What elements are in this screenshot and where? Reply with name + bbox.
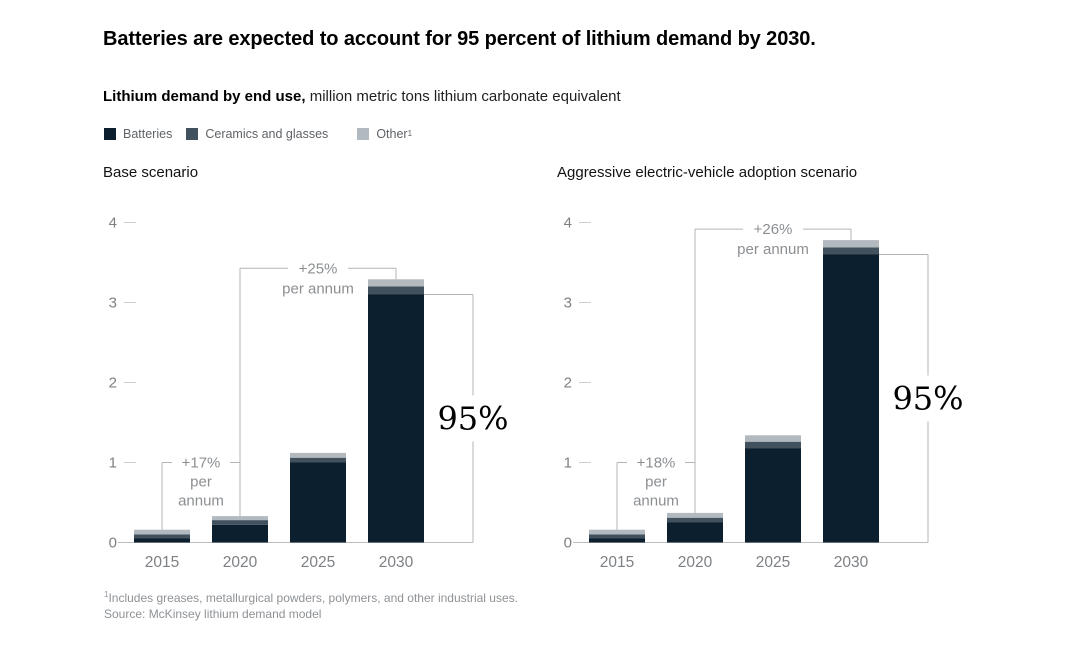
growth-early-rate-label: +17%	[182, 455, 221, 472]
legend-swatch-batteries	[104, 128, 116, 140]
chart-title-base-scenario: Base scenario	[103, 164, 199, 181]
footnote-marker: 1	[104, 590, 109, 599]
legend-label-ceramics: Ceramics and glasses	[205, 127, 329, 141]
bar-segment-2020-batteries	[667, 522, 723, 543]
chart-svg-0: 0 1 2 3 4 2015 2020 2025 2030 +17% per annum +25% per…	[109, 215, 509, 572]
share-percentage-label: 95%	[437, 400, 508, 438]
x-tick-label-2020: 2020	[678, 554, 713, 571]
legend-label-batteries: Batteries	[123, 127, 173, 141]
bar-segment-2025-ceramics-and-glasses	[745, 441, 801, 449]
x-tick-label-2015: 2015	[145, 554, 179, 571]
legend-item-other: Other 1	[357, 127, 412, 141]
chart-title-aggressive-scenario: Aggressive electric-vehicle adoption sce…	[557, 164, 858, 181]
bar-segment-2030-other	[823, 240, 879, 248]
chart-base-scenario: 0 1 2 3 4 2015 2020 2025 2030 +17% per annum +25% per…	[100, 200, 520, 580]
bar-segment-2030-batteries	[823, 254, 879, 543]
y-tick-label: 0	[564, 535, 572, 552]
growth-early-unit-label: per	[645, 474, 667, 491]
bar-segment-2015-batteries	[134, 538, 190, 543]
y-tick-label: 1	[109, 455, 117, 472]
legend-item-ceramics: Ceramics and glasses	[186, 127, 328, 141]
subtitle-units: million metric tons lithium carbonate eq…	[305, 88, 621, 105]
y-tick-label: 2	[109, 375, 117, 392]
bar-segment-2030-ceramics-and-glasses	[368, 286, 424, 295]
bar-segment-2020-batteries	[212, 524, 268, 543]
subtitle-measure: Lithium demand by end use,	[103, 88, 306, 105]
x-tick-label-2020: 2020	[223, 554, 258, 571]
growth-late-label-mask	[743, 218, 803, 241]
x-tick-label-2025: 2025	[756, 554, 790, 571]
bar-segment-2015-ceramics-and-glasses	[589, 534, 645, 539]
bar-segment-2020-other	[212, 516, 268, 521]
legend-swatch-other	[357, 128, 370, 140]
bar-segment-2015-other	[134, 529, 190, 535]
x-tick-label-2030: 2030	[379, 554, 414, 571]
legend-label-other: Other	[376, 127, 408, 141]
bar-segment-2030-ceramics-and-glasses	[823, 247, 879, 255]
x-tick-label-2030: 2030	[834, 554, 869, 571]
growth-late-rate-label: +26%	[754, 221, 793, 238]
bar-segment-2025-batteries	[290, 462, 346, 543]
legend-swatch-ceramics	[186, 128, 199, 140]
y-tick-label: 0	[109, 535, 117, 552]
growth-late-label-mask	[288, 257, 348, 280]
growth-late-unit-label: per annum	[282, 280, 354, 297]
bar-segment-2020-ceramics-and-glasses	[667, 517, 723, 523]
bar-segment-2020-other	[667, 512, 723, 518]
y-tick-label: 4	[564, 215, 572, 232]
chart-aggressive-scenario: 0 1 2 3 4 2015 2020 2025 2030 +18% per annum +26% per…	[555, 200, 975, 580]
bar-segment-2025-ceramics-and-glasses	[290, 457, 346, 463]
x-tick-label-2025: 2025	[301, 554, 335, 571]
growth-early-unit-label: annum	[633, 493, 679, 510]
bar-segment-2025-batteries	[745, 448, 801, 543]
legend: Batteries Ceramics and glasses Other 1	[104, 127, 412, 141]
bar-segment-2015-batteries	[589, 538, 645, 543]
y-tick-label: 2	[564, 375, 572, 392]
y-tick-label: 4	[109, 215, 117, 232]
bar-segment-2015-other	[589, 529, 645, 535]
share-percentage-label: 95%	[892, 380, 963, 418]
growth-early-label-mask	[172, 451, 230, 474]
bar-segment-2015-ceramics-and-glasses	[134, 534, 190, 539]
footnote-source: Source: McKinsey lithium demand model	[104, 607, 322, 621]
y-tick-label: 3	[109, 295, 117, 312]
x-tick-label-2015: 2015	[600, 554, 634, 571]
y-tick-label: 1	[564, 455, 572, 472]
growth-early-unit-label: per	[190, 474, 212, 491]
legend-item-batteries: Batteries	[104, 127, 172, 141]
growth-late-rate-label: +25%	[299, 260, 338, 277]
growth-early-unit-label: annum	[178, 493, 224, 510]
bar-segment-2030-other	[368, 279, 424, 287]
footnote: 1Includes greases, metallurgical powders…	[104, 590, 518, 622]
growth-late-unit-label: per annum	[737, 241, 809, 258]
bar-segment-2025-other	[745, 435, 801, 442]
growth-early-rate-label: +18%	[637, 455, 676, 472]
bar-segment-2025-other	[290, 452, 346, 458]
chart-svg-1: 0 1 2 3 4 2015 2020 2025 2030 +18% per annum +26% per…	[564, 215, 964, 572]
bar-segment-2020-ceramics-and-glasses	[212, 520, 268, 525]
growth-early-label-mask	[627, 451, 685, 474]
footnote-line-1: 1Includes greases, metallurgical powders…	[104, 590, 518, 606]
bar-segment-2030-batteries	[368, 294, 424, 543]
y-tick-label: 3	[564, 295, 572, 312]
chart-subtitle: Lithium demand by end use, million metri…	[103, 88, 621, 105]
page-title: Batteries are expected to account for 95…	[103, 28, 816, 50]
